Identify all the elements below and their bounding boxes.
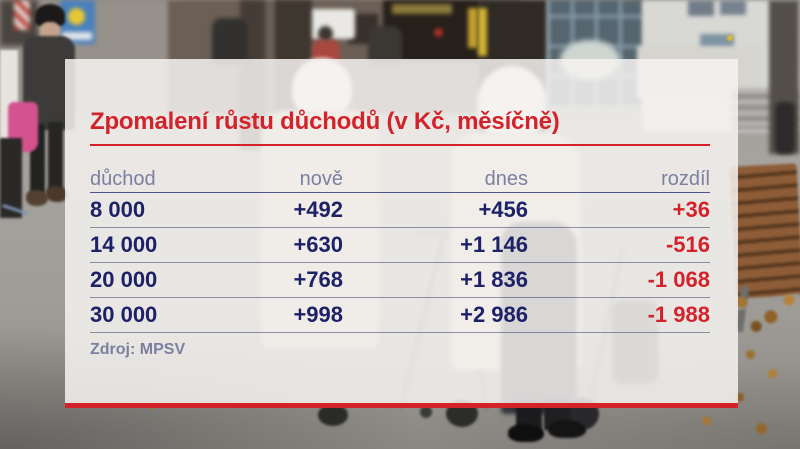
table-header-row: důchod nově dnes rozdíl [90,166,710,193]
table-cell: 14 000 [90,232,158,257]
bench [729,163,800,299]
source-attribution: Zdroj: MPSV [90,341,186,358]
table-cell: +768 [293,267,343,292]
bg-shop-sign [392,4,452,14]
walker-wheel [420,406,432,418]
column-header-nove: nově [299,167,343,190]
table-cell: +630 [293,232,343,257]
bg-pedestrian [212,18,248,64]
table-cell: 20 000 [90,267,158,292]
pedestrian-legs [0,138,22,218]
table-cell: 8 000 [90,197,146,222]
table-cell: -516 [665,232,710,257]
pension-table: důchod nově dnes rozdíl 8 000 +492 +456 … [90,166,710,333]
table-cell: +492 [293,197,343,222]
bg-yellow-dot [727,35,733,41]
table-cell: 30 000 [90,302,158,327]
column-header-rozdil: rozdíl [661,167,710,190]
table-cell: +1 836 [460,267,528,292]
column-header-duchod: důchod [90,167,156,190]
bg-striped-pole [14,0,30,30]
bg-trash-bin [775,102,795,154]
table-cell: +998 [293,302,343,327]
bg-poster-strip [62,32,92,40]
dark-figure-shoe [508,424,544,442]
column-header-dnes: dnes [484,167,528,190]
pedestrian-man-shoe [46,186,68,202]
bg-building-window [688,0,714,16]
bg-pedestrian-head [318,26,333,42]
table-cell: +36 [672,197,710,222]
pedestrian-man-cap [35,4,65,26]
table-row: 14 000 +630 +1 146 -516 [90,228,710,263]
bg-trunk-poster [478,8,487,56]
table-cell: +2 986 [460,302,528,327]
bg-pedestrian [368,26,402,64]
infographic-title: Zpomalení růstu důchodů (v Kč, měsíčně) [90,108,560,135]
table-row: 20 000 +768 +1 836 -1 068 [90,263,710,298]
table-cell: +1 146 [460,232,528,257]
pedestrian-man-shoe [26,190,48,206]
table-cell: -1 988 [647,302,710,327]
fallen-leaves [727,288,800,336]
table-row: 8 000 +492 +456 +36 [90,193,710,228]
pedestrian-man-leg [48,122,63,194]
bg-shop-sign [468,8,478,48]
table-cell: +456 [478,197,528,222]
title-underline [90,144,710,146]
table-cell: -1 068 [647,267,710,292]
table-row: 30 000 +998 +2 986 -1 988 [90,298,710,333]
bg-poster-sun [68,8,85,25]
bg-building-window [720,0,746,15]
bg-red-lamp [434,28,443,37]
infographic-panel: Zpomalení růstu důchodů (v Kč, měsíčně) … [65,59,738,408]
walker-wheel [318,404,348,426]
dark-figure-shoe [548,420,586,438]
